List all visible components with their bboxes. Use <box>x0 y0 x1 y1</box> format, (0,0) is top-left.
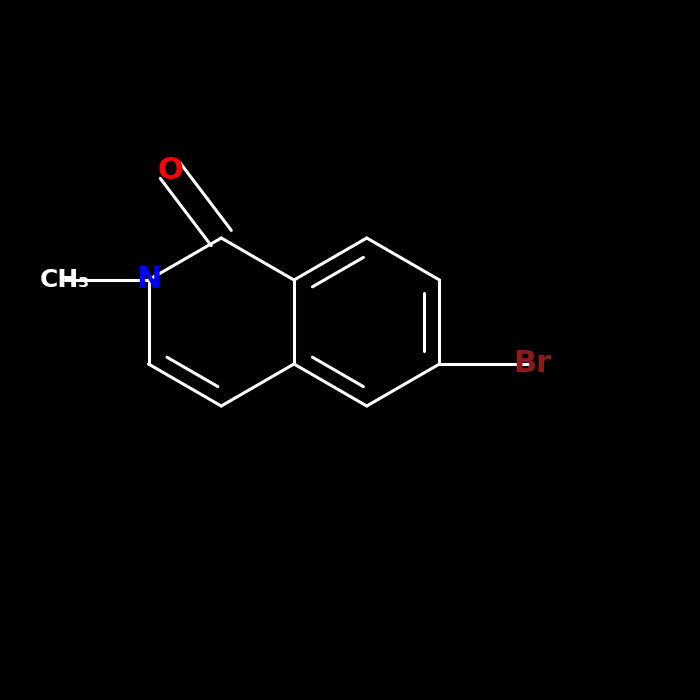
Text: N: N <box>136 265 161 295</box>
Text: O: O <box>158 156 183 186</box>
Text: Br: Br <box>513 349 551 379</box>
Text: CH₃: CH₃ <box>39 268 90 292</box>
